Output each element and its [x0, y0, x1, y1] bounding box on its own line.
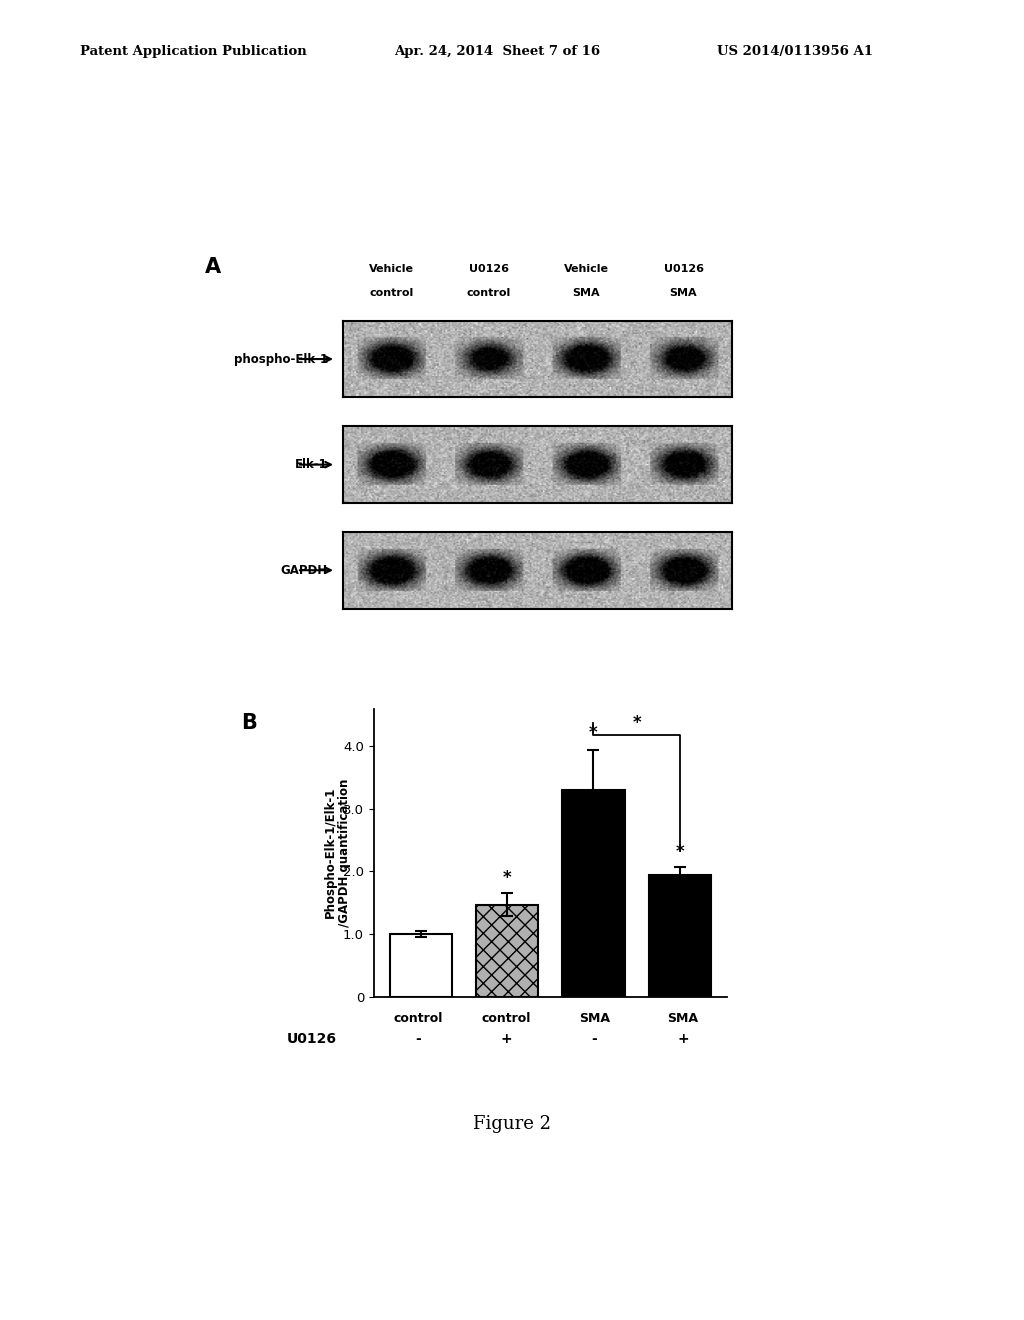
Text: SMA: SMA — [579, 1012, 610, 1026]
Bar — [562, 791, 625, 997]
Text: Vehicle: Vehicle — [370, 264, 414, 275]
Text: U0126: U0126 — [287, 1032, 337, 1047]
Text: US 2014/0113956 A1: US 2014/0113956 A1 — [717, 45, 872, 58]
Text: U0126: U0126 — [469, 264, 509, 275]
Text: Vehicle: Vehicle — [564, 264, 608, 275]
Text: Patent Application Publication: Patent Application Publication — [80, 45, 306, 58]
Text: SMA: SMA — [670, 288, 697, 298]
Text: phospho-Elk-1: phospho-Elk-1 — [233, 352, 328, 366]
Text: SMA: SMA — [572, 288, 600, 298]
Text: +: + — [677, 1032, 689, 1047]
Text: *: * — [676, 843, 684, 861]
Text: Elk-1: Elk-1 — [295, 458, 328, 471]
Text: GAPDH: GAPDH — [281, 564, 328, 577]
Text: B: B — [241, 713, 257, 733]
Text: *: * — [589, 723, 598, 742]
Text: -: - — [415, 1032, 421, 1047]
Text: +: + — [501, 1032, 512, 1047]
Text: control: control — [370, 288, 414, 298]
Text: *: * — [503, 869, 512, 887]
Text: control: control — [393, 1012, 442, 1026]
Bar — [648, 875, 711, 997]
Text: U0126: U0126 — [664, 264, 703, 275]
Text: SMA: SMA — [668, 1012, 698, 1026]
Bar — [476, 904, 539, 997]
Text: -: - — [592, 1032, 597, 1047]
Text: control: control — [481, 1012, 530, 1026]
Text: Figure 2: Figure 2 — [473, 1115, 551, 1134]
Text: A: A — [205, 257, 221, 277]
Bar — [390, 935, 453, 997]
Text: control: control — [467, 288, 511, 298]
Text: *: * — [632, 714, 641, 733]
Y-axis label: Phospho-Elk-1/Elk-1
/GAPDH quantification: Phospho-Elk-1/Elk-1 /GAPDH quantificatio… — [324, 779, 351, 927]
Text: Apr. 24, 2014  Sheet 7 of 16: Apr. 24, 2014 Sheet 7 of 16 — [394, 45, 600, 58]
